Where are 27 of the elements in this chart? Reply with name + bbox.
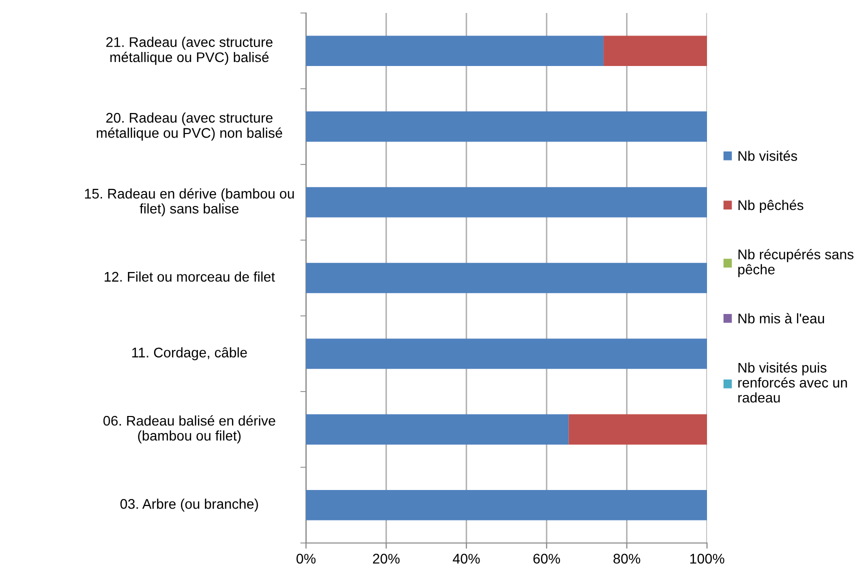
y-tick-label: 06. Radeau balisé en dérive (bambou ou filet) bbox=[103, 415, 276, 444]
legend-label: Nb mis à l'eau bbox=[738, 313, 824, 324]
x-tick-label: 100% bbox=[690, 554, 724, 564]
bar bbox=[568, 414, 707, 445]
x-tick-label: 80% bbox=[614, 554, 640, 564]
x-tick-label: 40% bbox=[452, 554, 480, 564]
legend-label: Nb récupérés sans pêche bbox=[738, 248, 854, 278]
y-tick-label: 15. Radeau en dérive (bambou ou filet) sans balise bbox=[85, 188, 294, 216]
bar bbox=[306, 111, 707, 142]
y-tick-label: 12. Filet ou morceau de filet bbox=[104, 272, 275, 282]
bar bbox=[306, 36, 604, 66]
legend-label: Nb pêchés bbox=[738, 200, 804, 213]
bar bbox=[306, 262, 707, 294]
bar bbox=[306, 187, 707, 218]
y-tick-label: 11. Cordage, câble bbox=[132, 347, 247, 360]
x-tick-label: 60% bbox=[533, 554, 560, 564]
legend-label: Nb visités puis renforcés avec un radeau bbox=[738, 362, 847, 403]
bar bbox=[306, 490, 707, 520]
y-tick-label: 21. Radeau (avec structure métallique ou PVC) balisé bbox=[106, 36, 272, 65]
legend-label: Nb visités bbox=[738, 150, 798, 161]
y-tick-label: 03. Arbre (ou branche) bbox=[120, 498, 258, 512]
x-tick-label: 0% bbox=[296, 554, 316, 564]
y-tick-label: 20. Radeau (avec structure métallique ou PVC) non balisé bbox=[96, 112, 282, 141]
bar bbox=[306, 414, 569, 445]
bar bbox=[306, 338, 707, 369]
bar bbox=[604, 36, 707, 66]
x-tick-label: 20% bbox=[373, 554, 400, 564]
